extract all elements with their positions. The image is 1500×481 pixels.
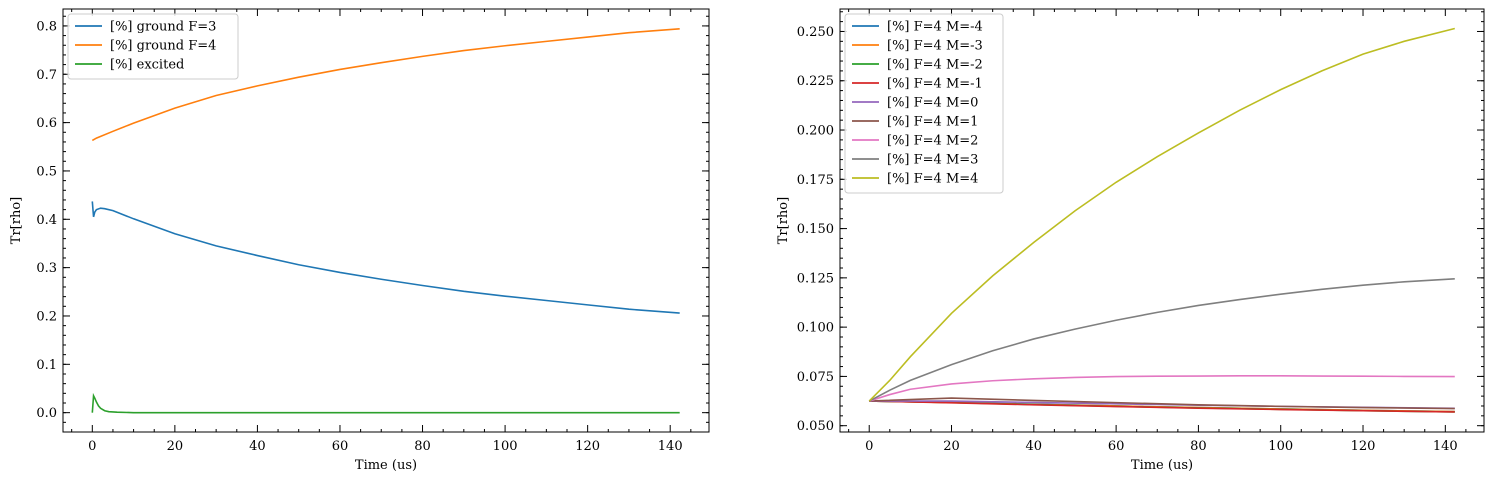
y-axis-label: Tr[rho]: [776, 197, 791, 244]
x-tick-label: 140: [1433, 439, 1458, 454]
y-tick-label: 0.050: [797, 419, 834, 434]
y-tick-label: 0.6: [36, 116, 57, 131]
x-tick-label: 20: [943, 439, 960, 454]
x-tick-label: 80: [1190, 439, 1207, 454]
x-tick-label: 60: [332, 439, 349, 454]
legend-label: [%] excited: [110, 58, 184, 73]
series-line-2: [91, 28, 680, 142]
y-tick-label: 0.5: [36, 164, 57, 179]
x-tick-label: 100: [493, 439, 518, 454]
x-tick-label: 100: [1268, 439, 1293, 454]
y-axis-label: Tr[rho]: [9, 197, 24, 244]
y-tick-label: 0.1: [36, 358, 57, 373]
x-tick-label: 80: [414, 439, 431, 454]
x-axis-label: Time (us): [1131, 458, 1193, 473]
series-line-9: [868, 27, 1455, 402]
y-tick-label: 0.075: [797, 370, 834, 385]
series-line-7: [868, 375, 1455, 402]
legend-label: [%] ground F=3: [110, 20, 216, 35]
series-line-3: [91, 392, 680, 414]
y-tick-label: 0.175: [797, 173, 834, 188]
y-tick-label: 0.150: [797, 222, 834, 237]
legend-label: [%] F=4 M=-2: [887, 58, 983, 73]
legend-label: [%] ground F=4: [110, 39, 216, 54]
x-tick-label: 120: [1351, 439, 1376, 454]
series-line-6: [869, 397, 1455, 410]
y-tick-label: 0.8: [36, 19, 57, 34]
x-axis-label: Time (us): [355, 458, 417, 473]
legend-label: [%] F=4 M=1: [887, 115, 978, 130]
chart-panel-1: 0 20 40 60 80 100 120 140 0.0 0.1 0.2 0.3 0.4 0.5 0.6 0…: [9, 8, 710, 473]
x-tick-label: 40: [1026, 439, 1043, 454]
y-tick-label: 0.0: [36, 406, 57, 421]
legend-label: [%] F=4 M=3: [887, 153, 978, 168]
legend-label: [%] F=4 M=4: [887, 172, 978, 187]
series-line-8: [868, 278, 1455, 402]
x-tick-label: 0: [88, 439, 96, 454]
legend-label: [%] F=4 M=-1: [887, 77, 983, 92]
chart-panel-2: 0 20 40 60 80 100 120 140 0.050 0.075 0.100 0.125 0.…: [776, 8, 1485, 473]
y-tick-label: 0.250: [797, 25, 834, 40]
legend-label: [%] F=4 M=0: [887, 96, 978, 111]
axes-frame: [839, 8, 1485, 433]
x-tick-label: 140: [658, 439, 683, 454]
series-line-1: [91, 201, 680, 314]
legend-label: [%] F=4 M=-3: [887, 39, 983, 54]
x-tick-label: 0: [865, 439, 873, 454]
x-tick-label: 120: [575, 439, 600, 454]
series-line-4: [869, 400, 1455, 413]
legend-box: [67, 13, 239, 80]
legend-label: [%] F=4 M=-4: [887, 20, 983, 35]
legend-label: [%] F=4 M=2: [887, 134, 978, 149]
x-tick-label: 60: [1108, 439, 1125, 454]
y-tick-label: 0.7: [36, 68, 57, 83]
y-tick-label: 0.2: [36, 309, 57, 324]
y-tick-label: 0.4: [36, 213, 57, 228]
y-tick-label: 0.100: [797, 321, 834, 336]
x-tick-label: 40: [249, 439, 266, 454]
y-tick-label: 0.225: [797, 74, 834, 89]
y-tick-label: 0.3: [36, 261, 57, 276]
x-tick-label: 20: [167, 439, 184, 454]
axes-frame: [62, 8, 710, 433]
y-tick-label: 0.125: [797, 271, 834, 286]
legend-box: [844, 13, 1004, 194]
y-tick-label: 0.200: [797, 124, 834, 139]
